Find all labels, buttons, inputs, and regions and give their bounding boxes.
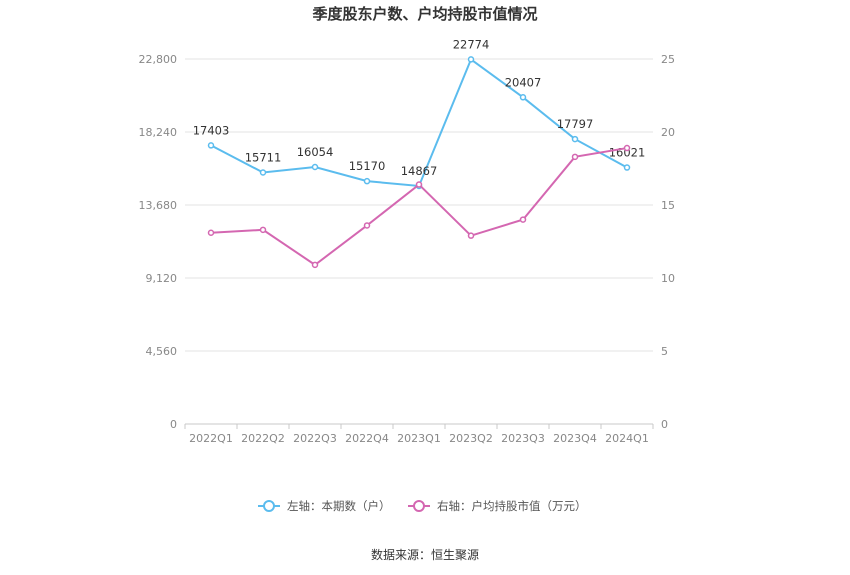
series-layer: 17403 15711 16054 15170 14867 22774 20407 17797…	[193, 37, 645, 269]
x-tick-label: 2023Q3	[501, 432, 545, 445]
legend-label: 左轴：本期数（户）	[287, 499, 391, 513]
left-tick-label: 22,800	[139, 53, 178, 66]
legend: 左轴：本期数（户） 右轴：户均持股市值（万元）	[258, 499, 587, 513]
left-tick-label: 9,120	[146, 272, 178, 285]
source-note: 数据来源：恒生聚源	[371, 547, 479, 562]
data-point	[571, 153, 579, 161]
legend-swatch-marker	[263, 500, 275, 512]
x-tick-label: 2023Q1	[397, 432, 441, 445]
x-tick-label: 2022Q2	[241, 432, 285, 445]
left-axis: 0 4,560 9,120 13,680 18,240 22,800	[139, 53, 178, 431]
data-point	[363, 177, 371, 185]
left-tick-label: 13,680	[139, 199, 178, 212]
data-point	[259, 226, 267, 234]
data-point	[207, 142, 215, 149]
x-axis: 2022Q1 2022Q2 2022Q3 2022Q4 2023Q1 2023Q2 2023…	[184, 424, 654, 445]
data-label: 17403	[193, 123, 230, 137]
data-label: 16054	[297, 145, 334, 159]
data-point	[311, 163, 319, 171]
right-tick-label: 15	[661, 199, 675, 212]
data-point	[519, 94, 527, 101]
data-point	[519, 216, 527, 223]
legend-item: 右轴：户均持股市值（万元）	[408, 499, 587, 513]
legend-label: 右轴：户均持股市值（万元）	[437, 499, 587, 513]
data-label: 22774	[453, 37, 490, 51]
x-tick-label: 2022Q3	[293, 432, 337, 445]
data-label: 20407	[505, 75, 542, 89]
data-point	[467, 56, 475, 63]
x-tick-label: 2022Q4	[345, 432, 389, 445]
data-label: 17797	[557, 117, 594, 131]
series-left: 17403 15711 16054 15170 14867 22774 20407 17797…	[193, 37, 645, 190]
x-tick-label: 2023Q2	[449, 432, 493, 445]
data-point	[623, 144, 631, 152]
right-tick-label: 10	[661, 272, 675, 285]
chart-title: 季度股东户数、户均持股市值情况	[312, 5, 537, 23]
x-tick-label: 2022Q1	[189, 432, 233, 445]
data-label: 15711	[245, 150, 282, 164]
x-tick-label: 2023Q4	[553, 432, 597, 445]
left-tick-label: 18,240	[139, 126, 178, 139]
data-point	[259, 169, 267, 176]
data-point	[311, 261, 319, 269]
data-point	[363, 222, 371, 229]
data-label: 15170	[349, 159, 386, 173]
data-point	[571, 135, 579, 143]
left-tick-label: 0	[170, 418, 177, 431]
data-label: 14867	[401, 164, 438, 178]
right-tick-label: 25	[661, 53, 675, 66]
data-point	[207, 229, 215, 236]
right-tick-label: 5	[661, 345, 668, 358]
right-axis: 0 5 10 15 20 25	[661, 53, 675, 431]
right-tick-label: 20	[661, 126, 675, 139]
data-point	[467, 232, 475, 239]
series-right	[207, 144, 631, 269]
left-tick-label: 4,560	[146, 345, 178, 358]
legend-item: 左轴：本期数（户）	[258, 499, 391, 513]
data-point	[623, 164, 631, 171]
data-point	[415, 181, 423, 188]
x-tick-label: 2024Q1	[605, 432, 649, 445]
legend-swatch-marker	[413, 500, 425, 512]
right-tick-label: 0	[661, 418, 668, 431]
grid	[185, 58, 653, 425]
